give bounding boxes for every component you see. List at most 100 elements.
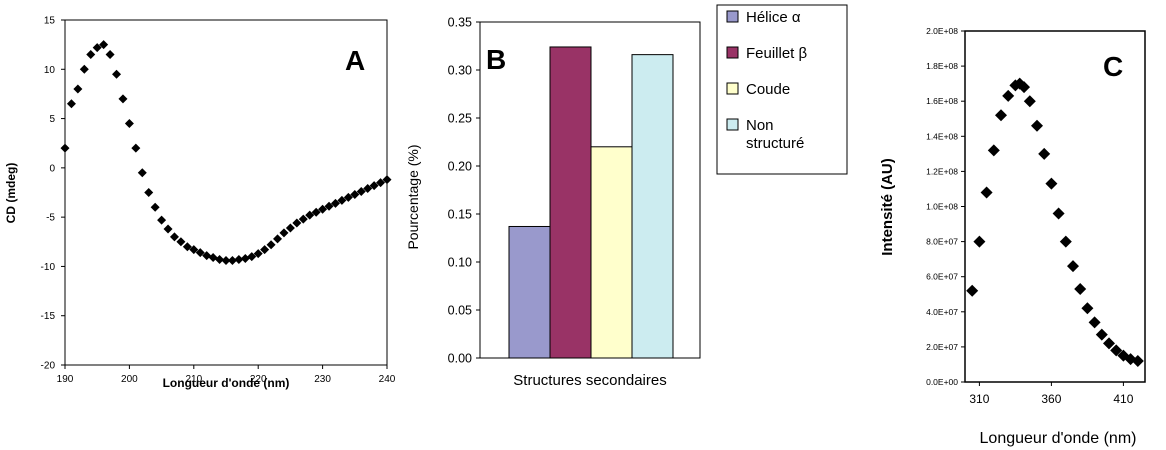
panel-b-legend-swatch [726, 46, 739, 59]
panel-c-point [1081, 302, 1094, 315]
panel-a-point [137, 168, 147, 178]
panel-a-point [131, 143, 141, 153]
panel-a-point [234, 255, 244, 265]
panel-a-point [356, 187, 366, 197]
panel-c-point [966, 284, 979, 297]
panel-a-y-tick-label: 15 [44, 16, 56, 27]
panel-a-point [285, 223, 295, 233]
panel-a-point [215, 255, 225, 265]
panel-b-bar [631, 54, 674, 359]
panel-a-x-axis-title: Longueur d'onde (nm) [163, 376, 290, 390]
panel-b: 0.00 0.05 0.10 0.15 0.20 0.25 0.30 0.35 B Struc… [405, 4, 848, 389]
panel-c-y-tick-label: 4.0E+07 [926, 307, 958, 317]
panel-c-series [966, 77, 1144, 367]
panel-c-letter: C [1103, 51, 1123, 82]
panel-a-series [60, 40, 392, 266]
panel-a-x-tick-label: 230 [314, 374, 331, 385]
panel-b-legend-label: structuré [746, 135, 804, 152]
panel-b-y-tick-label: 0.05 [448, 304, 472, 318]
panel-c-point [995, 109, 1007, 122]
panel-a-point [202, 251, 212, 261]
panel-c-point [1031, 119, 1043, 132]
panel-a-point [79, 64, 89, 74]
panel-a-point [105, 50, 115, 59]
panel-a-point [363, 184, 373, 194]
panel-c-x-tick-label: 310 [969, 392, 989, 406]
panel-c-point [1052, 207, 1065, 220]
panel-a-point [221, 256, 231, 266]
panel-c-y-tick-label: 8.0E+07 [926, 237, 958, 247]
panel-b-y-tick-label: 0.30 [448, 64, 472, 78]
panel-b-y-tick-label: 0.10 [448, 256, 472, 270]
panel-a-y-tick-label: -5 [46, 213, 55, 224]
panel-a-point [227, 256, 237, 266]
panel-a-y-tick-label: 0 [49, 163, 55, 174]
panel-c-point [1045, 177, 1058, 190]
panel-c-y-tick-label: 1.2E+08 [926, 166, 958, 176]
panel-a-point [195, 248, 205, 258]
panel-a-point [99, 40, 109, 50]
panel-b-x-axis-title: Structures secondaires [513, 372, 666, 389]
panel-c-point [1059, 235, 1072, 248]
panel-b-y-ticks: 0.00 0.05 0.10 0.15 0.20 0.25 0.30 0.35 [448, 16, 480, 366]
panel-a-plot-frame [64, 19, 388, 366]
panel-b-bar [549, 46, 592, 359]
panel-a-point [176, 237, 186, 247]
panel-a-point [66, 99, 76, 109]
panel-a-point [324, 201, 334, 211]
panel-b-y-tick-label: 0.35 [448, 16, 472, 30]
panel-a-point [157, 215, 167, 225]
panel-a-x-tick-label: 220 [250, 374, 267, 385]
panel-b-bars [508, 46, 674, 359]
panel-b-y-axis-title: Pourcentage (%) [405, 144, 421, 249]
panel-b-legend-box [716, 4, 848, 175]
panel-a-y-tick-label: -20 [41, 361, 56, 372]
panel-a-point [240, 254, 250, 264]
panel-a-point [318, 204, 328, 214]
panel-b-letter: B [486, 44, 506, 75]
panel-c-y-ticks: 2.0E+08 1.8E+08 1.6E+08 1.4E+08 1.2E+08 1.0E+… [926, 26, 965, 387]
panel-a-point [150, 202, 160, 212]
panel-b-legend-swatch [726, 82, 739, 95]
panel-b-legend-swatch [726, 118, 739, 131]
panel-b-bar [508, 225, 551, 359]
panel-b-legend-label: Feuillet β [746, 45, 808, 62]
panel-a-point [73, 84, 83, 94]
panel-a-point [247, 252, 257, 262]
panel-a-y-axis-title: CD (mdeg) [4, 163, 18, 224]
panel-a-point [60, 143, 70, 153]
panel-c-y-tick-label: 2.0E+08 [926, 26, 958, 36]
panel-c: 2.0E+08 1.8E+08 1.6E+08 1.4E+08 1.2E+08 1.0E+… [879, 26, 1146, 447]
panel-c-y-tick-label: 2.0E+07 [926, 342, 958, 352]
panel-c-point [987, 144, 1000, 157]
panel-a-letter: A [345, 45, 365, 76]
panel-a-point [124, 119, 134, 128]
panel-c-y-tick-label: 1.4E+08 [926, 131, 958, 141]
panel-b-legend-label: Coude [746, 81, 790, 98]
panel-c-point [1088, 316, 1101, 329]
panel-a: 15 10 5 0 -5 -10 -15 -20 190 200 210 220 230 240 A L… [4, 16, 396, 391]
panel-a-point [189, 245, 199, 255]
panel-c-y-axis-title: Intensité (AU) [879, 158, 896, 256]
panel-c-x-tick-label: 360 [1041, 392, 1061, 406]
panel-c-point [1002, 89, 1015, 102]
panel-a-point [305, 210, 315, 220]
panel-c-point [1023, 95, 1036, 108]
panel-a-point [376, 178, 386, 188]
panel-a-point [382, 175, 392, 185]
panel-c-plot-frame [964, 30, 1146, 383]
panel-c-point [1018, 81, 1031, 94]
panel-a-point [144, 188, 154, 197]
panel-a-point [86, 50, 96, 59]
panel-c-point [1067, 260, 1079, 273]
panel-c-point [1074, 282, 1087, 295]
panel-a-point [260, 245, 270, 255]
panel-c-point [1110, 344, 1123, 357]
panel-b-y-tick-label: 0.25 [448, 112, 472, 126]
panel-c-y-tick-label: 1.8E+08 [926, 61, 958, 71]
panel-c-x-ticks: 310 360 410 [969, 382, 1134, 406]
panel-b-bar [590, 146, 633, 359]
panel-c-x-axis-title: Longueur d'onde (nm) [980, 430, 1137, 447]
